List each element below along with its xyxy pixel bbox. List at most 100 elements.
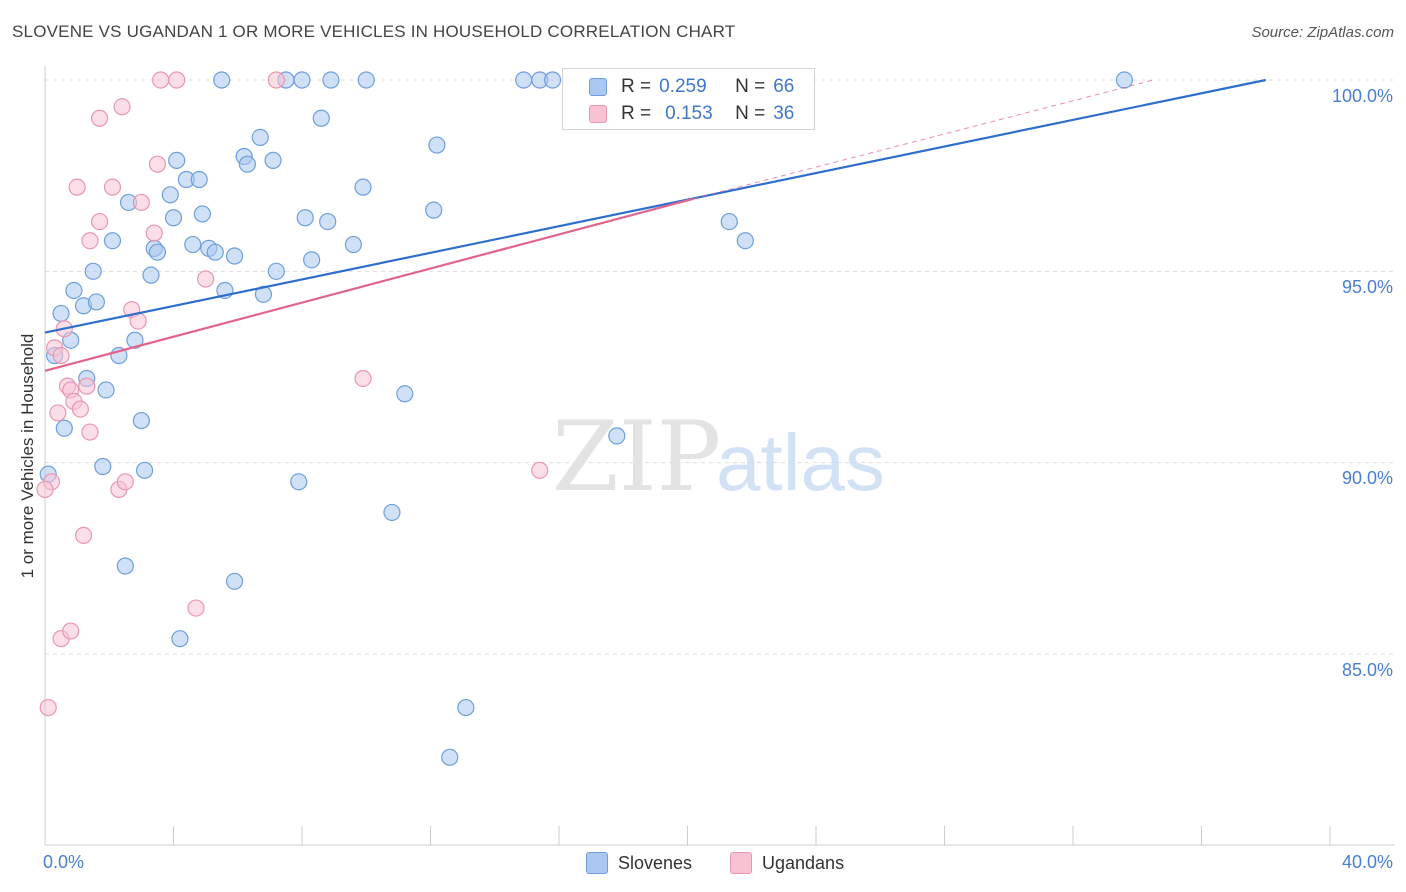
legend-row-slovenes: R = 0.259 N = 66 [589,75,794,99]
slovene-point [168,151,186,169]
ugandan-point [103,178,122,196]
ugandans-n-value: 36 [773,103,795,124]
slovene-point [1115,71,1134,89]
slovene-point [94,457,112,476]
ugandan-point [531,461,549,479]
bottom-legend-slovenes: Slovenes [586,852,692,874]
slovene-point [312,109,330,127]
legend-row-ugandans: R = 0.153 N = 36 [589,102,794,126]
data-points [36,71,1134,766]
slovene-point [303,251,321,269]
x-tick-min: 0.0% [43,852,85,872]
legend-n-label: N = [735,76,766,97]
legend-r-label: R = [621,76,652,97]
slovene-point [296,209,314,227]
source-label: Source: ZipAtlas.com [1251,24,1394,41]
slovene-point [720,212,738,231]
y-tick-85: 85.0% [1341,660,1393,680]
slovenes-r-value: 0.259 [659,76,707,97]
ugandans-trend-line [44,197,695,372]
slovenes-trend-line [44,78,1266,334]
bottom-legend-ugandans: Ugandans [730,852,844,874]
slovene-point [608,427,626,445]
legend-n-label: N = [735,103,766,124]
slovene-point [441,748,459,766]
watermark-zip: ZIP [552,401,721,513]
slovene-point [161,186,179,204]
ugandan-point [91,212,109,231]
slovene-point [171,630,189,648]
watermark: ZIP atlas [552,401,885,513]
slovene-point [238,155,256,173]
chart-title: SLOVENE VS UGANDAN 1 OR MORE VEHICLES IN… [12,22,736,41]
slovene-point [322,71,340,89]
ugandan-point [148,155,167,173]
slovene-point [135,461,154,479]
ugandan-point [152,71,170,89]
slovene-point [116,557,134,575]
ugandans-r-value: 0.153 [665,103,713,124]
slovene-point [225,247,244,265]
slovenes-swatch [589,78,607,96]
slovene-point [290,473,308,491]
slovene-point [148,243,167,261]
slovene-point [293,71,311,89]
y-axis-label: 1 or more Vehicles in Household [18,333,37,579]
ugandan-point [267,71,285,89]
ugandan-point [197,270,215,288]
y-tick-90: 90.0% [1341,468,1393,488]
ugandan-point [78,377,96,395]
ugandan-point [91,109,109,127]
slovenes-legend-swatch [586,852,608,874]
slovene-point [126,331,144,349]
slovene-point [190,170,208,189]
slovene-point [193,205,212,223]
slovene-point [396,385,414,403]
slovene-point [132,411,150,430]
slovene-point [142,266,160,284]
correlation-legend: R = 0.259 N = 66 R = 0.153 N = 36 [562,68,815,130]
ugandan-point [354,369,372,388]
ugandans-swatch [589,105,607,123]
slovene-point [543,71,562,89]
legend-r-label: R = [621,103,652,124]
slovene-point [457,698,475,717]
slovene-point [184,235,202,254]
slovene-point [97,381,115,399]
ugandan-point [62,622,80,640]
slovene-point [736,232,754,250]
slovene-point [319,212,337,231]
ugandans-trend-extension [693,79,1154,200]
slovene-point [344,235,362,254]
ugandan-point [145,224,163,242]
ugandan-point [81,232,99,250]
slovene-point [87,293,106,311]
slovenes-n-value: 66 [773,76,795,97]
slovene-point [267,262,285,280]
ugandan-point [39,698,57,717]
slovene-point [84,262,102,280]
slovene-point [225,572,244,590]
slovene-point [354,178,372,196]
ugandan-point [52,346,70,365]
y-tick-95: 95.0% [1341,277,1393,297]
ugandan-point [49,404,67,422]
ugandan-point [187,599,205,617]
slovenes-legend-label: Slovenes [618,852,693,873]
ugandan-point [36,480,54,499]
ugandan-point [113,98,131,116]
slovene-point [515,71,533,89]
slovene-point [383,503,401,522]
ugandan-point [168,71,186,89]
slovene-point [55,419,73,437]
slovene-point [428,136,446,154]
slovene-point [264,151,282,169]
ugandans-legend-swatch [730,852,752,874]
slovene-point [52,304,70,323]
slovene-point [164,209,183,227]
ugandan-point [81,423,99,441]
trend-lines [44,78,1266,372]
ugandan-point [74,526,93,544]
slovene-point [103,232,122,250]
ugandan-point [116,473,134,491]
